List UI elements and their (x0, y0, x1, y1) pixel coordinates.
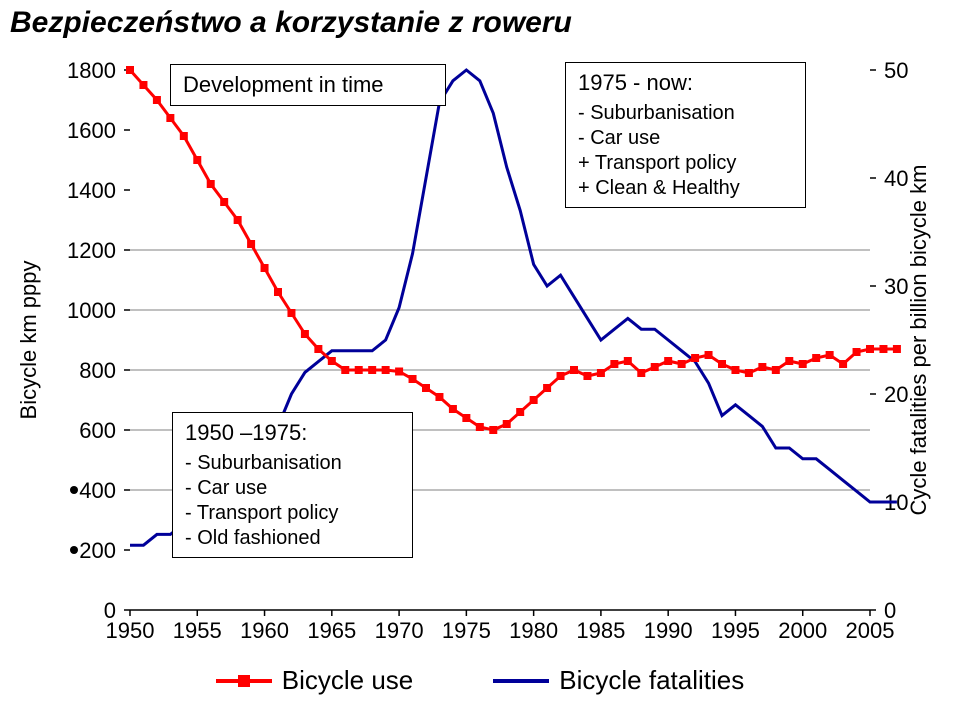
legend-label-use: Bicycle use (282, 665, 414, 696)
svg-text:1800: 1800 (67, 60, 116, 83)
annotation-1975-line-2: + Transport policy (578, 151, 793, 176)
svg-text:1985: 1985 (576, 618, 625, 643)
svg-text:1980: 1980 (509, 618, 558, 643)
svg-text:600: 600 (79, 418, 116, 443)
annotation-1950-line-3: - Old fashioned (185, 526, 400, 551)
svg-text:0: 0 (104, 598, 116, 623)
annotation-box-1950: 1950 –1975: - Suburbanisation - Car use … (172, 412, 413, 558)
annotation-box-1975: 1975 - now: - Suburbanisation - Car use … (565, 62, 806, 208)
chart-area: 1950195519601965197019751980198519901995… (0, 60, 960, 700)
svg-text:Cycle fatalities per billion b: Cycle fatalities per billion bicycle km (906, 165, 931, 516)
svg-text:1965: 1965 (307, 618, 356, 643)
svg-text:40: 40 (884, 166, 908, 191)
legend-swatch-red (216, 679, 272, 683)
chart-svg: 1950195519601965197019751980198519901995… (0, 60, 960, 660)
svg-text:1995: 1995 (711, 618, 760, 643)
svg-text:800: 800 (79, 358, 116, 383)
svg-text:20: 20 (884, 382, 908, 407)
svg-text:30: 30 (884, 274, 908, 299)
annotation-1975-line-0: - Suburbanisation (578, 101, 793, 126)
annotation-1950-line-2: - Transport policy (185, 501, 400, 526)
legend-item-fatalities: Bicycle fatalities (493, 665, 744, 696)
svg-text:200: 200 (79, 538, 116, 563)
legend-swatch-blue (493, 679, 549, 683)
svg-text:Bicycle km pppy: Bicycle km pppy (16, 261, 41, 420)
svg-text:1975: 1975 (442, 618, 491, 643)
chart-legend: Bicycle use Bicycle fatalities (0, 665, 960, 696)
annotation-dev-label: Development in time (170, 64, 446, 106)
svg-text:1000: 1000 (67, 298, 116, 323)
slide: Bezpieczeństwo a korzystanie z roweru 19… (0, 0, 960, 701)
svg-text:1960: 1960 (240, 618, 289, 643)
annotation-1950-line-0: - Suburbanisation (185, 451, 400, 476)
annotation-1950-line-1: - Car use (185, 476, 400, 501)
slide-title: Bezpieczeństwo a korzystanie z roweru (10, 6, 572, 40)
svg-text:2000: 2000 (778, 618, 827, 643)
svg-text:1990: 1990 (644, 618, 693, 643)
annotation-dev-text: Development in time (183, 72, 384, 97)
annotation-1975-head: 1975 - now: (578, 69, 793, 97)
svg-text:1400: 1400 (67, 178, 116, 203)
annotation-1975-line-3: + Clean & Healthy (578, 176, 793, 201)
legend-label-fatalities: Bicycle fatalities (559, 665, 744, 696)
annotation-1950-head: 1950 –1975: (185, 419, 400, 447)
svg-text:1600: 1600 (67, 118, 116, 143)
svg-text:400: 400 (79, 478, 116, 503)
svg-text:1955: 1955 (173, 618, 222, 643)
annotation-1975-line-1: - Car use (578, 126, 793, 151)
svg-text:50: 50 (884, 60, 908, 83)
legend-item-bicycle-use: Bicycle use (216, 665, 414, 696)
svg-text:1970: 1970 (375, 618, 424, 643)
svg-text:1200: 1200 (67, 238, 116, 263)
svg-text:0: 0 (884, 598, 896, 623)
